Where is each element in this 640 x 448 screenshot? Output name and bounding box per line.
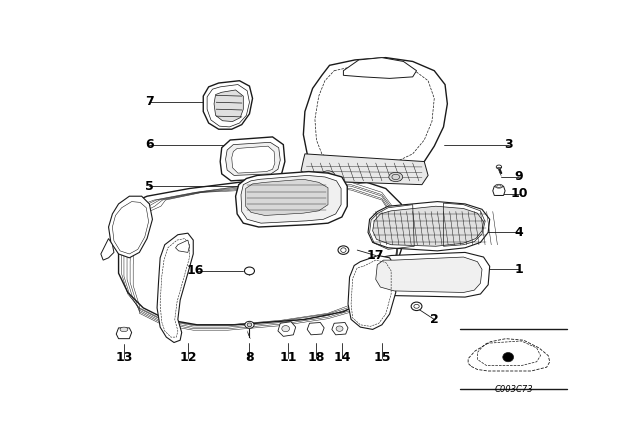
- Text: 4: 4: [515, 226, 524, 239]
- Polygon shape: [116, 328, 132, 339]
- Ellipse shape: [411, 302, 422, 310]
- Ellipse shape: [120, 327, 128, 332]
- Text: C003C73: C003C73: [494, 385, 533, 394]
- Text: 12: 12: [179, 351, 196, 364]
- Polygon shape: [109, 196, 152, 258]
- Text: 10: 10: [510, 187, 528, 200]
- Polygon shape: [307, 323, 324, 335]
- Polygon shape: [332, 323, 348, 335]
- Ellipse shape: [338, 246, 349, 254]
- Text: 18: 18: [308, 351, 325, 364]
- Polygon shape: [493, 186, 505, 195]
- Ellipse shape: [245, 321, 254, 328]
- Polygon shape: [301, 154, 428, 185]
- Polygon shape: [369, 252, 490, 297]
- Polygon shape: [204, 81, 253, 129]
- Ellipse shape: [321, 171, 335, 180]
- Text: 9: 9: [515, 170, 524, 184]
- Polygon shape: [232, 146, 275, 173]
- Ellipse shape: [496, 165, 502, 169]
- Polygon shape: [241, 176, 341, 223]
- Ellipse shape: [495, 184, 503, 188]
- Ellipse shape: [244, 267, 255, 275]
- Text: 17: 17: [367, 249, 385, 262]
- Text: 2: 2: [430, 313, 438, 326]
- Text: 6: 6: [145, 138, 154, 151]
- Text: 15: 15: [373, 351, 390, 364]
- Text: 14: 14: [333, 351, 351, 364]
- Polygon shape: [278, 322, 296, 336]
- Polygon shape: [101, 238, 114, 260]
- Text: 7: 7: [145, 95, 154, 108]
- Polygon shape: [214, 90, 243, 121]
- Text: 3: 3: [504, 138, 513, 151]
- Polygon shape: [236, 172, 348, 227]
- Text: 1: 1: [515, 263, 524, 276]
- Polygon shape: [303, 58, 447, 183]
- Polygon shape: [368, 202, 490, 251]
- Text: 16: 16: [187, 264, 204, 277]
- Polygon shape: [225, 142, 280, 176]
- Ellipse shape: [247, 323, 252, 327]
- Ellipse shape: [389, 172, 403, 181]
- Polygon shape: [157, 233, 193, 343]
- Polygon shape: [220, 137, 285, 181]
- Polygon shape: [246, 179, 328, 215]
- Text: 13: 13: [115, 351, 132, 364]
- Polygon shape: [372, 206, 484, 246]
- Ellipse shape: [336, 326, 343, 332]
- Ellipse shape: [503, 353, 513, 362]
- Text: 11: 11: [279, 351, 297, 364]
- Text: 8: 8: [245, 351, 254, 364]
- Polygon shape: [348, 255, 396, 329]
- Polygon shape: [118, 177, 405, 325]
- Polygon shape: [175, 240, 189, 252]
- Ellipse shape: [282, 326, 289, 332]
- Text: 5: 5: [145, 180, 154, 193]
- Polygon shape: [376, 257, 482, 293]
- Polygon shape: [344, 58, 417, 78]
